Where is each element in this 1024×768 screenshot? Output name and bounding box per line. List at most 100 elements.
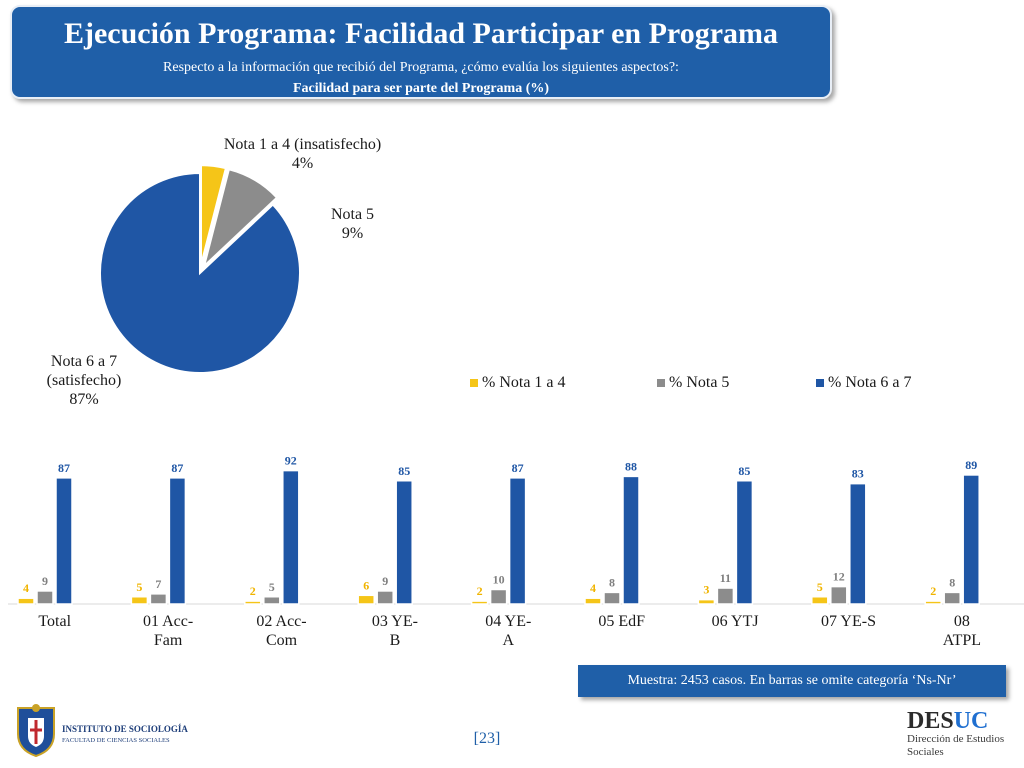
bar-nota-5-04-ye-a bbox=[489, 588, 508, 605]
desuc-wordmark-uc: UC bbox=[954, 708, 989, 734]
data-label-nota-5-07-ye-s: 12 bbox=[833, 570, 845, 584]
pie-label-nota-5: Nota 5 9% bbox=[310, 205, 395, 243]
bar-nota-5-08-atpl bbox=[943, 591, 961, 605]
bar-nota-1-4-04-ye-a bbox=[470, 600, 489, 605]
legend-item-nota-1-4: % Nota 1 a 4 bbox=[470, 374, 566, 392]
bar-nota-1-4-03-ye-b bbox=[357, 594, 375, 605]
category-label-06-ytj: 06 YTJ bbox=[712, 613, 759, 630]
logo-right-line1: Dirección de Estudios bbox=[907, 733, 1004, 745]
bar-nota-5-03-ye-b bbox=[376, 590, 394, 605]
data-label-nota-1-4-02-acc-com: 2 bbox=[250, 584, 256, 598]
bar-nota-1-4-02-acc-com bbox=[244, 600, 262, 605]
page-title: Ejecución Programa: Facilidad Participar… bbox=[63, 17, 779, 50]
instituto-sociologia-logo: INSTITUTO DE SOCIOLOGÍA FACULTAD DE CIEN… bbox=[17, 704, 188, 758]
bar-nota-5-01-acc-fam bbox=[149, 593, 168, 605]
legend-label-nota-1-4: % Nota 1 a 4 bbox=[482, 374, 566, 391]
data-label-nota-6-7-01-acc-fam: 87 bbox=[171, 461, 183, 475]
data-label-nota-6-7-05-edf: 88 bbox=[625, 459, 637, 473]
bar-nota-1-4-total bbox=[17, 597, 35, 605]
bar-nota-6-7-02-acc-com bbox=[282, 469, 300, 605]
pie-label-nota-6-7-pct: 87% bbox=[69, 391, 99, 408]
data-label-nota-1-4-07-ye-s: 5 bbox=[817, 580, 823, 594]
category-label-04-ye-a: 04 YE- bbox=[485, 613, 531, 630]
category-label-01-acc-fam: 01 Acc- bbox=[143, 613, 193, 630]
category-label-08-atpl: 08 bbox=[954, 613, 970, 630]
bar-nota-5-05-edf bbox=[603, 591, 621, 605]
data-label-nota-1-4-01-acc-fam: 5 bbox=[136, 580, 142, 594]
category-label-02-acc-com: 02 Acc- bbox=[256, 613, 306, 630]
bar-nota-6-7-06-ytj bbox=[735, 480, 754, 605]
data-label-nota-6-7-total: 87 bbox=[58, 461, 70, 475]
data-label-nota-1-4-08-atpl: 2 bbox=[930, 584, 936, 598]
bar-nota-6-7-08-atpl bbox=[962, 474, 980, 605]
bar-nota-6-7-05-edf bbox=[622, 475, 640, 605]
bar-nota-1-4-06-ytj bbox=[697, 598, 716, 605]
data-label-nota-1-4-total: 4 bbox=[23, 581, 29, 595]
bar-nota-5-06-ytj bbox=[716, 587, 735, 605]
bar-nota-5-07-ye-s bbox=[830, 585, 848, 605]
data-label-nota-5-08-atpl: 8 bbox=[949, 575, 955, 589]
pie-label-nota-1-4-name: Nota 1 a 4 (insatisfecho) bbox=[223, 136, 382, 153]
pie-label-nota-6-7: Nota 6 a 7 (satisfecho) 87% bbox=[28, 352, 140, 409]
bar-nota-1-4-01-acc-fam bbox=[130, 596, 149, 605]
university-seal-icon bbox=[17, 704, 55, 758]
legend-label-nota-5: % Nota 5 bbox=[669, 374, 730, 391]
category-label-07-ye-s: 07 YE-S bbox=[821, 613, 876, 630]
pie-label-nota-1-4: Nota 1 a 4 (insatisfecho) 4% bbox=[200, 135, 405, 173]
legend-swatch-nota-5 bbox=[657, 379, 665, 388]
bar-nota-6-7-03-ye-b bbox=[395, 480, 413, 605]
bar-nota-5-02-acc-com bbox=[263, 596, 281, 605]
logo-left-line1: INSTITUTO DE SOCIOLOGÍA bbox=[62, 724, 188, 734]
data-label-nota-1-4-06-ytj: 3 bbox=[703, 583, 709, 597]
logo-right-line2: Sociales bbox=[907, 746, 944, 758]
chart-question: Facilidad para ser parte del Programa (%… bbox=[292, 81, 550, 96]
pie-slice-nota-1-4 bbox=[200, 164, 228, 266]
pie-slice-nota-5 bbox=[202, 168, 279, 270]
legend-swatch-nota-6-7 bbox=[816, 379, 824, 388]
pie-slice-nota-6-7 bbox=[99, 171, 301, 374]
bar-nota-1-4-07-ye-s bbox=[811, 596, 829, 605]
category-label-01-acc-fam: Fam bbox=[154, 632, 183, 649]
category-label-03-ye-b: 03 YE- bbox=[372, 613, 418, 630]
data-label-nota-5-01-acc-fam: 7 bbox=[155, 577, 161, 591]
category-label-04-ye-a: A bbox=[503, 632, 515, 649]
category-label-02-acc-com: Com bbox=[266, 632, 298, 649]
bar-nota-6-7-01-acc-fam bbox=[168, 477, 187, 605]
page-number: [23] bbox=[473, 730, 501, 747]
legend-label-nota-6-7: % Nota 6 a 7 bbox=[828, 374, 912, 391]
desuc-wordmark: DESUC bbox=[907, 708, 988, 734]
data-label-nota-6-7-07-ye-s: 83 bbox=[852, 467, 864, 481]
bar-nota-1-4-05-edf bbox=[584, 597, 602, 605]
data-label-nota-5-total: 9 bbox=[42, 574, 48, 588]
pie-label-nota-1-4-pct: 4% bbox=[291, 155, 314, 172]
category-label-03-ye-b: B bbox=[390, 632, 401, 649]
legend-item-nota-5: % Nota 5 bbox=[657, 374, 729, 392]
pie-label-nota-6-7-name: Nota 6 a 7 bbox=[50, 353, 118, 370]
data-label-nota-5-06-ytj: 11 bbox=[720, 571, 731, 585]
data-label-nota-6-7-02-acc-com: 92 bbox=[285, 454, 297, 468]
data-label-nota-1-4-03-ye-b: 6 bbox=[363, 578, 369, 592]
bar-nota-6-7-total bbox=[55, 477, 73, 605]
category-label-total: Total bbox=[38, 613, 71, 630]
legend-swatch-nota-1-4 bbox=[470, 379, 478, 388]
pie-label-nota-6-7-sub: (satisfecho) bbox=[46, 372, 122, 389]
pie-label-nota-5-name: Nota 5 bbox=[330, 206, 375, 223]
category-label-08-atpl: ATPL bbox=[943, 632, 981, 649]
desuc-wordmark-des: DES bbox=[907, 708, 954, 734]
title-banner: Ejecución Programa: Facilidad Participar… bbox=[10, 5, 832, 99]
data-label-nota-1-4-05-edf: 4 bbox=[590, 581, 596, 595]
category-label-05-edf: 05 EdF bbox=[598, 613, 645, 630]
data-label-nota-5-02-acc-com: 5 bbox=[269, 580, 275, 594]
data-label-nota-5-04-ye-a: 10 bbox=[493, 573, 505, 587]
desuc-logo: DESUC Dirección de Estudios Sociales bbox=[907, 708, 1004, 758]
bar-nota-6-7-04-ye-a bbox=[508, 477, 527, 605]
logo-left-line2: FACULTAD DE CIENCIAS SOCIALES bbox=[62, 737, 170, 744]
bar-nota-6-7-07-ye-s bbox=[849, 482, 867, 605]
data-label-nota-5-05-edf: 8 bbox=[609, 575, 615, 589]
data-label-nota-6-7-03-ye-b: 85 bbox=[398, 464, 410, 478]
bar-nota-1-4-08-atpl bbox=[924, 600, 942, 605]
bar-nota-5-total bbox=[36, 590, 54, 605]
data-label-nota-6-7-06-ytj: 85 bbox=[738, 464, 750, 478]
sample-note: Muestra: 2453 casos. En barras se omite … bbox=[578, 665, 1006, 697]
